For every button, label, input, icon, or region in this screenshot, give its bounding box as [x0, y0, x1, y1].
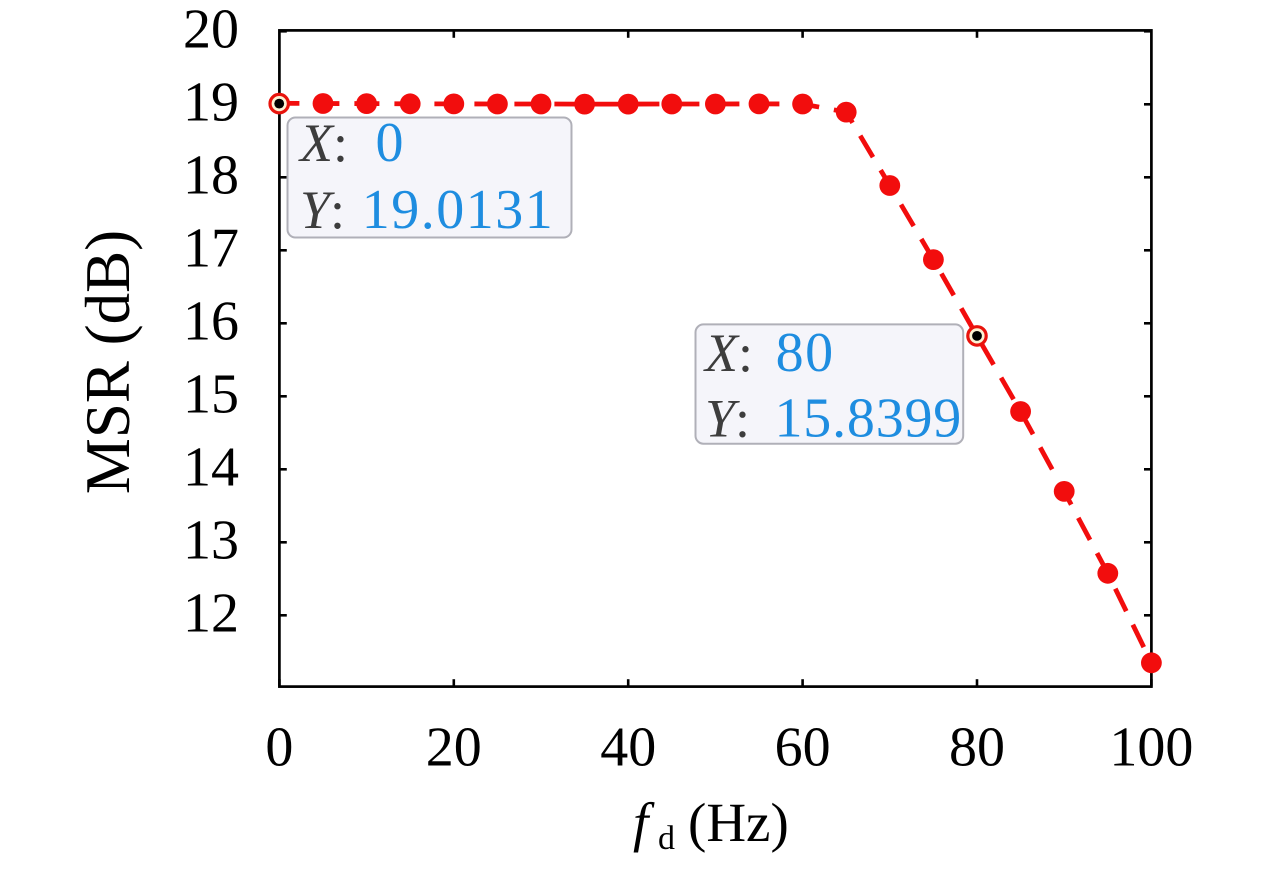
svg-text:80: 80 [949, 716, 1005, 778]
svg-text:0: 0 [265, 716, 293, 778]
svg-text:13: 13 [183, 510, 239, 572]
svg-text:100: 100 [1109, 716, 1193, 778]
svg-text:15: 15 [183, 364, 239, 426]
svg-text:14: 14 [183, 437, 239, 499]
svg-text:X:80: X: 80 [703, 322, 835, 384]
svg-text:60: 60 [775, 716, 831, 778]
svg-text:X:0: X: 0 [298, 112, 405, 174]
svg-text:12: 12 [183, 583, 239, 645]
svg-text:17: 17 [183, 218, 239, 280]
svg-text:40: 40 [600, 716, 656, 778]
svg-text:20: 20 [183, 0, 239, 61]
svg-text:20: 20 [426, 716, 482, 778]
svg-text:16: 16 [183, 291, 239, 353]
svg-text:fd(Hz): f d (Hz) [633, 792, 789, 857]
svg-text:Y:19.0131: Y: 19.0131 [300, 179, 554, 241]
svg-text:18: 18 [183, 145, 239, 207]
svg-text:19: 19 [183, 72, 239, 134]
svg-text:MSR (dB): MSR (dB) [73, 230, 143, 494]
svg-text:Y:15.8399: Y: 15.8399 [705, 388, 962, 450]
